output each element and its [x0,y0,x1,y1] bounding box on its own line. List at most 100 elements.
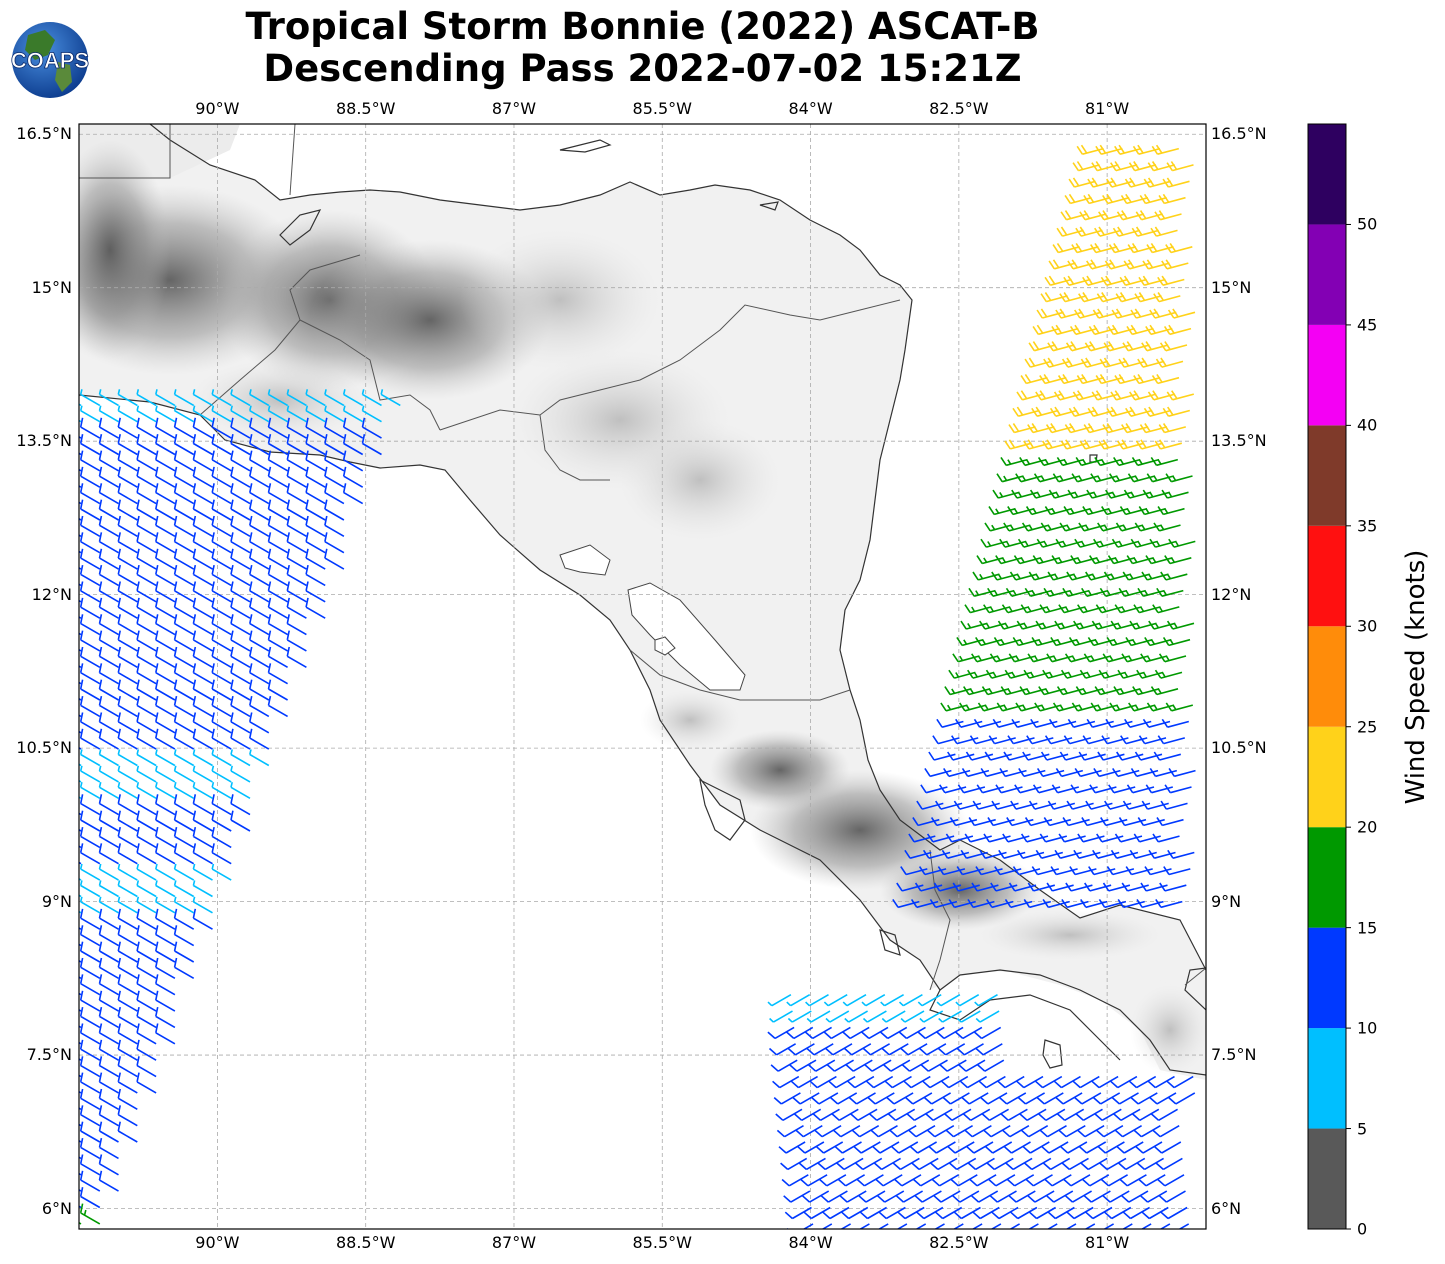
lat-tick-label-left: 15°N [31,277,72,297]
wind-barb [192,843,213,865]
lat-tick-label-right: 6°N [1211,1198,1242,1218]
wind-barb [1016,1075,1044,1089]
wind-barb [136,614,157,636]
wind-barb [1094,686,1122,696]
wind-barb [815,1141,844,1154]
wind-barb [98,695,119,718]
wind-barb [192,405,213,423]
wind-barb [117,532,138,554]
wind-barb [286,646,307,668]
wind-barb [79,863,101,881]
wind-barb [98,925,119,947]
wind-barb [249,515,270,537]
wind-barb [1156,817,1184,827]
wind-barb [936,1026,964,1040]
wind-barb [155,450,176,472]
wind-barb [989,653,1018,663]
wind-barb [211,863,232,881]
wind-barb [1165,473,1193,483]
wind-barb [1106,406,1134,417]
wind-barb [192,782,213,799]
wind-barb [192,597,213,619]
wind-barb [98,712,119,734]
wind-barb [98,417,119,439]
wind-barb [1015,473,1043,483]
wind-barb [136,1039,157,1061]
wind-barb [983,604,1011,614]
wind-barb [987,817,1015,827]
wind-barb [887,1108,916,1121]
wind-barb [1115,522,1144,532]
wind-barb [1011,718,1039,728]
wind-barb [117,1039,138,1061]
wind-barb [932,735,960,745]
wind-barb [1105,1223,1133,1229]
wind-barb [98,957,119,979]
wind-barb [975,1043,1003,1056]
wind-barb [79,728,101,750]
wind-barb [1143,1223,1171,1229]
wind-barb [117,695,138,718]
wind-barb [926,833,955,843]
wind-barb [1032,555,1061,565]
wind-barb [79,730,82,734]
wind-barb [933,882,962,892]
wind-barb [1118,357,1146,368]
wind-barb [79,632,82,636]
wind-barb [1104,259,1133,270]
wind-barb [1157,275,1185,286]
wind-barb [136,450,157,472]
wind-barb [267,679,288,701]
wind-barb [79,925,101,947]
wind-barb [117,1023,138,1045]
lon-tick-label-bottom: 88.5°W [335,1233,396,1252]
wind-barb [794,1108,822,1121]
wind-barb [1039,373,1067,385]
wind-barb [971,653,999,663]
wind-barb [1078,1141,1107,1154]
wind-barb [811,1092,839,1105]
wind-barb [98,765,119,783]
wind-barb [1008,882,1037,892]
wind-barb [1069,324,1098,336]
wind-barb [991,571,1019,581]
wind-barb [1101,735,1129,745]
wind-barb [79,1041,82,1045]
wind-barb [814,1125,842,1138]
wind-barb [1006,817,1034,827]
wind-barb [1144,636,1172,647]
wind-barb [922,1075,950,1089]
wind-barb [361,417,382,439]
colorbar-bin [1308,1028,1346,1129]
wind-barb [1031,636,1059,647]
wind-barb [1110,1075,1138,1089]
wind-barb [117,548,138,570]
wind-barb [98,630,119,652]
wind-barb [79,534,82,537]
wind-barb [117,826,138,849]
wind-barb [831,1108,859,1121]
wind-barb [79,880,101,898]
wind-barb [1089,555,1117,565]
wind-barb [136,765,157,783]
wind-barb [1014,784,1042,794]
wind-barb [965,751,994,761]
wind-barb [324,405,345,423]
wind-barb [1060,669,1089,679]
wind-barb [973,718,1002,728]
wind-barb [919,1010,944,1023]
wind-barb [988,506,1016,516]
wind-barb [136,597,157,619]
wind-barb [964,604,992,614]
wind-barb [845,1059,873,1072]
wind-barb [1166,1075,1194,1089]
wind-barb [192,695,213,718]
wind-barb [1051,784,1080,794]
wind-barb [211,515,232,537]
wind-barb [324,532,345,554]
wind-barb [903,1075,931,1089]
wind-barb [1154,669,1183,679]
wind-barb [1110,620,1138,630]
wind-barb [1103,341,1131,352]
wind-barb [1122,341,1150,352]
